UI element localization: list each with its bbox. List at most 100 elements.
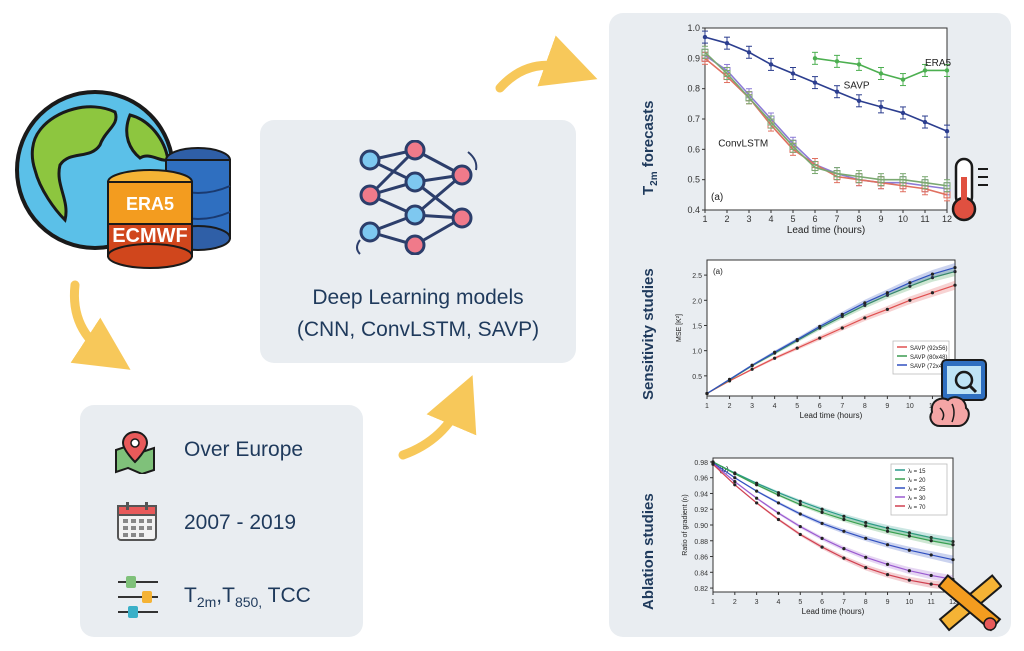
- data-point: [733, 476, 737, 480]
- data-point: [944, 128, 950, 134]
- data-point: [908, 281, 912, 285]
- data-point: [727, 377, 732, 381]
- y-tick-label: 0.94: [694, 491, 708, 498]
- sensitivity-label: Sensitivity studies: [640, 268, 657, 400]
- data-point: [953, 265, 957, 270]
- y-tick-label: 1.0: [692, 349, 702, 356]
- var-tcc: TCC: [262, 584, 311, 607]
- data-point: [855, 173, 863, 181]
- x-axis-label: Lead time (hours): [800, 411, 863, 420]
- series-line: [712, 462, 954, 561]
- data-point: [842, 547, 846, 551]
- data-point: [929, 553, 933, 557]
- series-band: [713, 462, 953, 564]
- data-point: [929, 536, 933, 540]
- data-point: [733, 483, 737, 487]
- data-point: [899, 176, 907, 184]
- data-point: [834, 89, 840, 94]
- series-line: [704, 54, 948, 190]
- data-point: [840, 312, 844, 316]
- y-tick-label: 0.7: [687, 114, 700, 124]
- data-point: [798, 499, 802, 503]
- data-point: [930, 272, 935, 276]
- arrow-specs-to-dl: [398, 375, 477, 460]
- data-point: [812, 80, 818, 85]
- data-point: [750, 367, 754, 371]
- data-point: [842, 517, 846, 522]
- data-point: [755, 496, 759, 500]
- data-point: [811, 164, 819, 172]
- data-point: [907, 534, 911, 538]
- data-point: [930, 291, 935, 295]
- data-point: [885, 293, 889, 297]
- panel-letter: (a): [711, 192, 723, 203]
- series-band: [707, 267, 955, 394]
- data-point: [885, 562, 890, 567]
- data-point: [711, 462, 715, 466]
- legend-entry: SAVP (72x44): [910, 364, 947, 370]
- dl-title: Deep Learning models: [312, 286, 524, 309]
- data-point: [745, 94, 753, 102]
- y-tick-label: 0.96: [694, 476, 708, 483]
- y-axis-label: Ratio of gradient (rₗ): [682, 494, 689, 555]
- globe-database-illustration: ERA5 ECMWF: [15, 90, 231, 269]
- y-tick-label: 0.86: [694, 555, 708, 562]
- data-point: [798, 502, 802, 507]
- data-point: [864, 565, 868, 570]
- data-point: [795, 337, 799, 342]
- data-point: [929, 573, 933, 578]
- legend-entry: λₗ = 30: [908, 496, 926, 502]
- sensitivity-chart: 2.52.01.51.00.5123456789101112Lead time …: [676, 259, 959, 420]
- data-point: [951, 558, 955, 562]
- y-tick-label: 0.8: [687, 84, 700, 94]
- x-tick-label: 5: [798, 599, 802, 606]
- data-point: [812, 56, 818, 61]
- x-tick-label: 5: [790, 214, 795, 224]
- x-tick-label: 1: [705, 403, 709, 410]
- series-line: [712, 463, 954, 588]
- data-point: [929, 582, 933, 586]
- var-t850-base: T: [222, 584, 235, 607]
- data-point: [820, 521, 824, 526]
- data-point: [951, 543, 955, 547]
- forecast-label-tail: forecasts: [640, 101, 657, 172]
- data-point: [907, 531, 911, 535]
- x-tick-label: 9: [878, 214, 883, 224]
- series-band: [707, 263, 955, 394]
- data-point: [863, 301, 867, 305]
- legend-entry: SAVP (80x48): [910, 355, 947, 361]
- y-tick-label: 0.90: [694, 523, 708, 530]
- data-point: [885, 526, 890, 530]
- data-point: [755, 501, 759, 505]
- data-point: [877, 176, 885, 184]
- data-point: [776, 491, 781, 495]
- var-sep: ,: [216, 584, 223, 607]
- x-tick-label: 3: [750, 403, 754, 410]
- data-point: [864, 521, 868, 525]
- legend-entry: λₗ = 15: [908, 469, 926, 475]
- forecast-label-base: T: [640, 186, 657, 195]
- dl-models: (CNN, ConvLSTM, SAVP): [296, 318, 540, 341]
- legend-entry: λₗ = 20: [908, 478, 926, 484]
- y-tick-label: 0.82: [694, 586, 708, 593]
- data-point: [773, 356, 777, 360]
- series-label: ERA5: [925, 58, 952, 69]
- x-tick-label: 10: [898, 214, 908, 224]
- y-tick-label: 0.5: [692, 374, 702, 381]
- feature-variables: T2m,T850, TCC: [184, 584, 311, 610]
- x-tick-label: 6: [820, 599, 824, 606]
- data-point: [798, 512, 802, 516]
- data-point: [885, 543, 890, 547]
- x-tick-label: 7: [834, 214, 839, 224]
- x-tick-label: 1: [702, 214, 707, 224]
- legend-entry: SAVP (92x56): [910, 346, 947, 352]
- series-line: [706, 266, 956, 394]
- panel-letter: (b): [719, 465, 729, 474]
- data-point: [885, 529, 890, 533]
- series-label: ConvLSTM: [718, 138, 768, 149]
- data-point: [776, 517, 781, 522]
- calendar-icon: [117, 502, 157, 541]
- y-tick-label: 2.5: [692, 273, 702, 280]
- x-tick-label: 7: [840, 403, 844, 410]
- data-point: [864, 536, 868, 540]
